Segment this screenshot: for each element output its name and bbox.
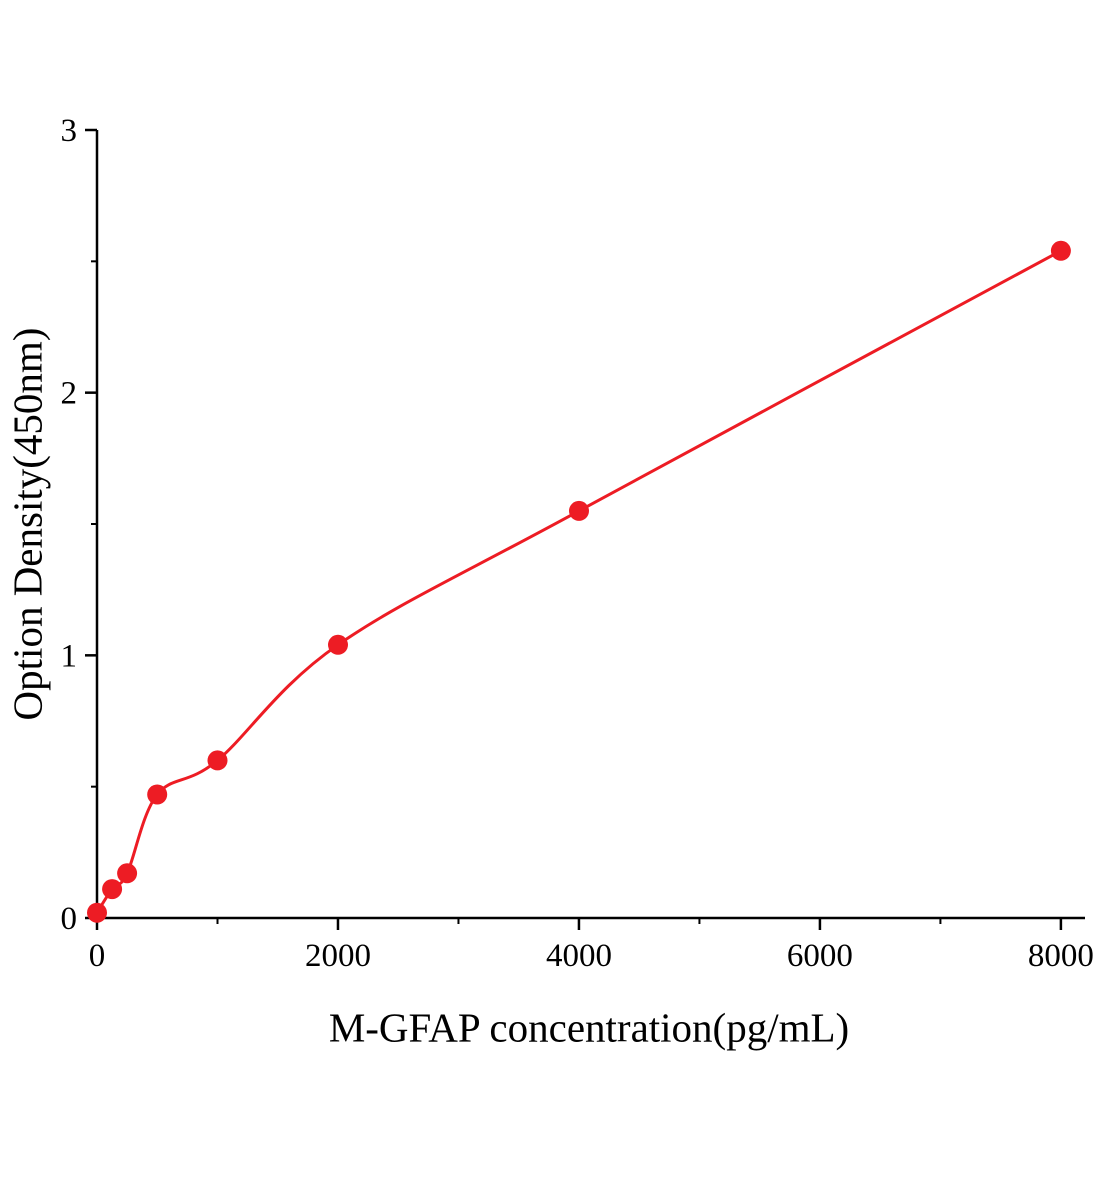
fit-curve xyxy=(95,249,1063,915)
x-tick-label: 6000 xyxy=(787,938,853,974)
y-tick-label: 3 xyxy=(61,113,78,149)
data-point xyxy=(207,750,228,771)
y-axis-title: Option Density(450nm) xyxy=(4,327,51,721)
data-point xyxy=(87,902,107,923)
y-tick-label: 2 xyxy=(61,376,78,412)
data-point xyxy=(117,863,138,884)
x-tick-label: 4000 xyxy=(546,938,612,974)
x-tick-label: 2000 xyxy=(305,938,371,974)
data-point xyxy=(569,500,589,521)
data-point xyxy=(328,634,348,655)
x-tick-label: 0 xyxy=(89,938,106,974)
y-tick-label: 1 xyxy=(61,638,78,674)
x-tick-label: 8000 xyxy=(1028,938,1094,974)
data-point xyxy=(147,784,168,805)
data-point xyxy=(102,879,123,900)
data-point xyxy=(1050,240,1071,261)
x-axis-title: M-GFAP concentration(pg/mL) xyxy=(328,1004,850,1051)
y-tick-label: 0 xyxy=(61,901,78,937)
